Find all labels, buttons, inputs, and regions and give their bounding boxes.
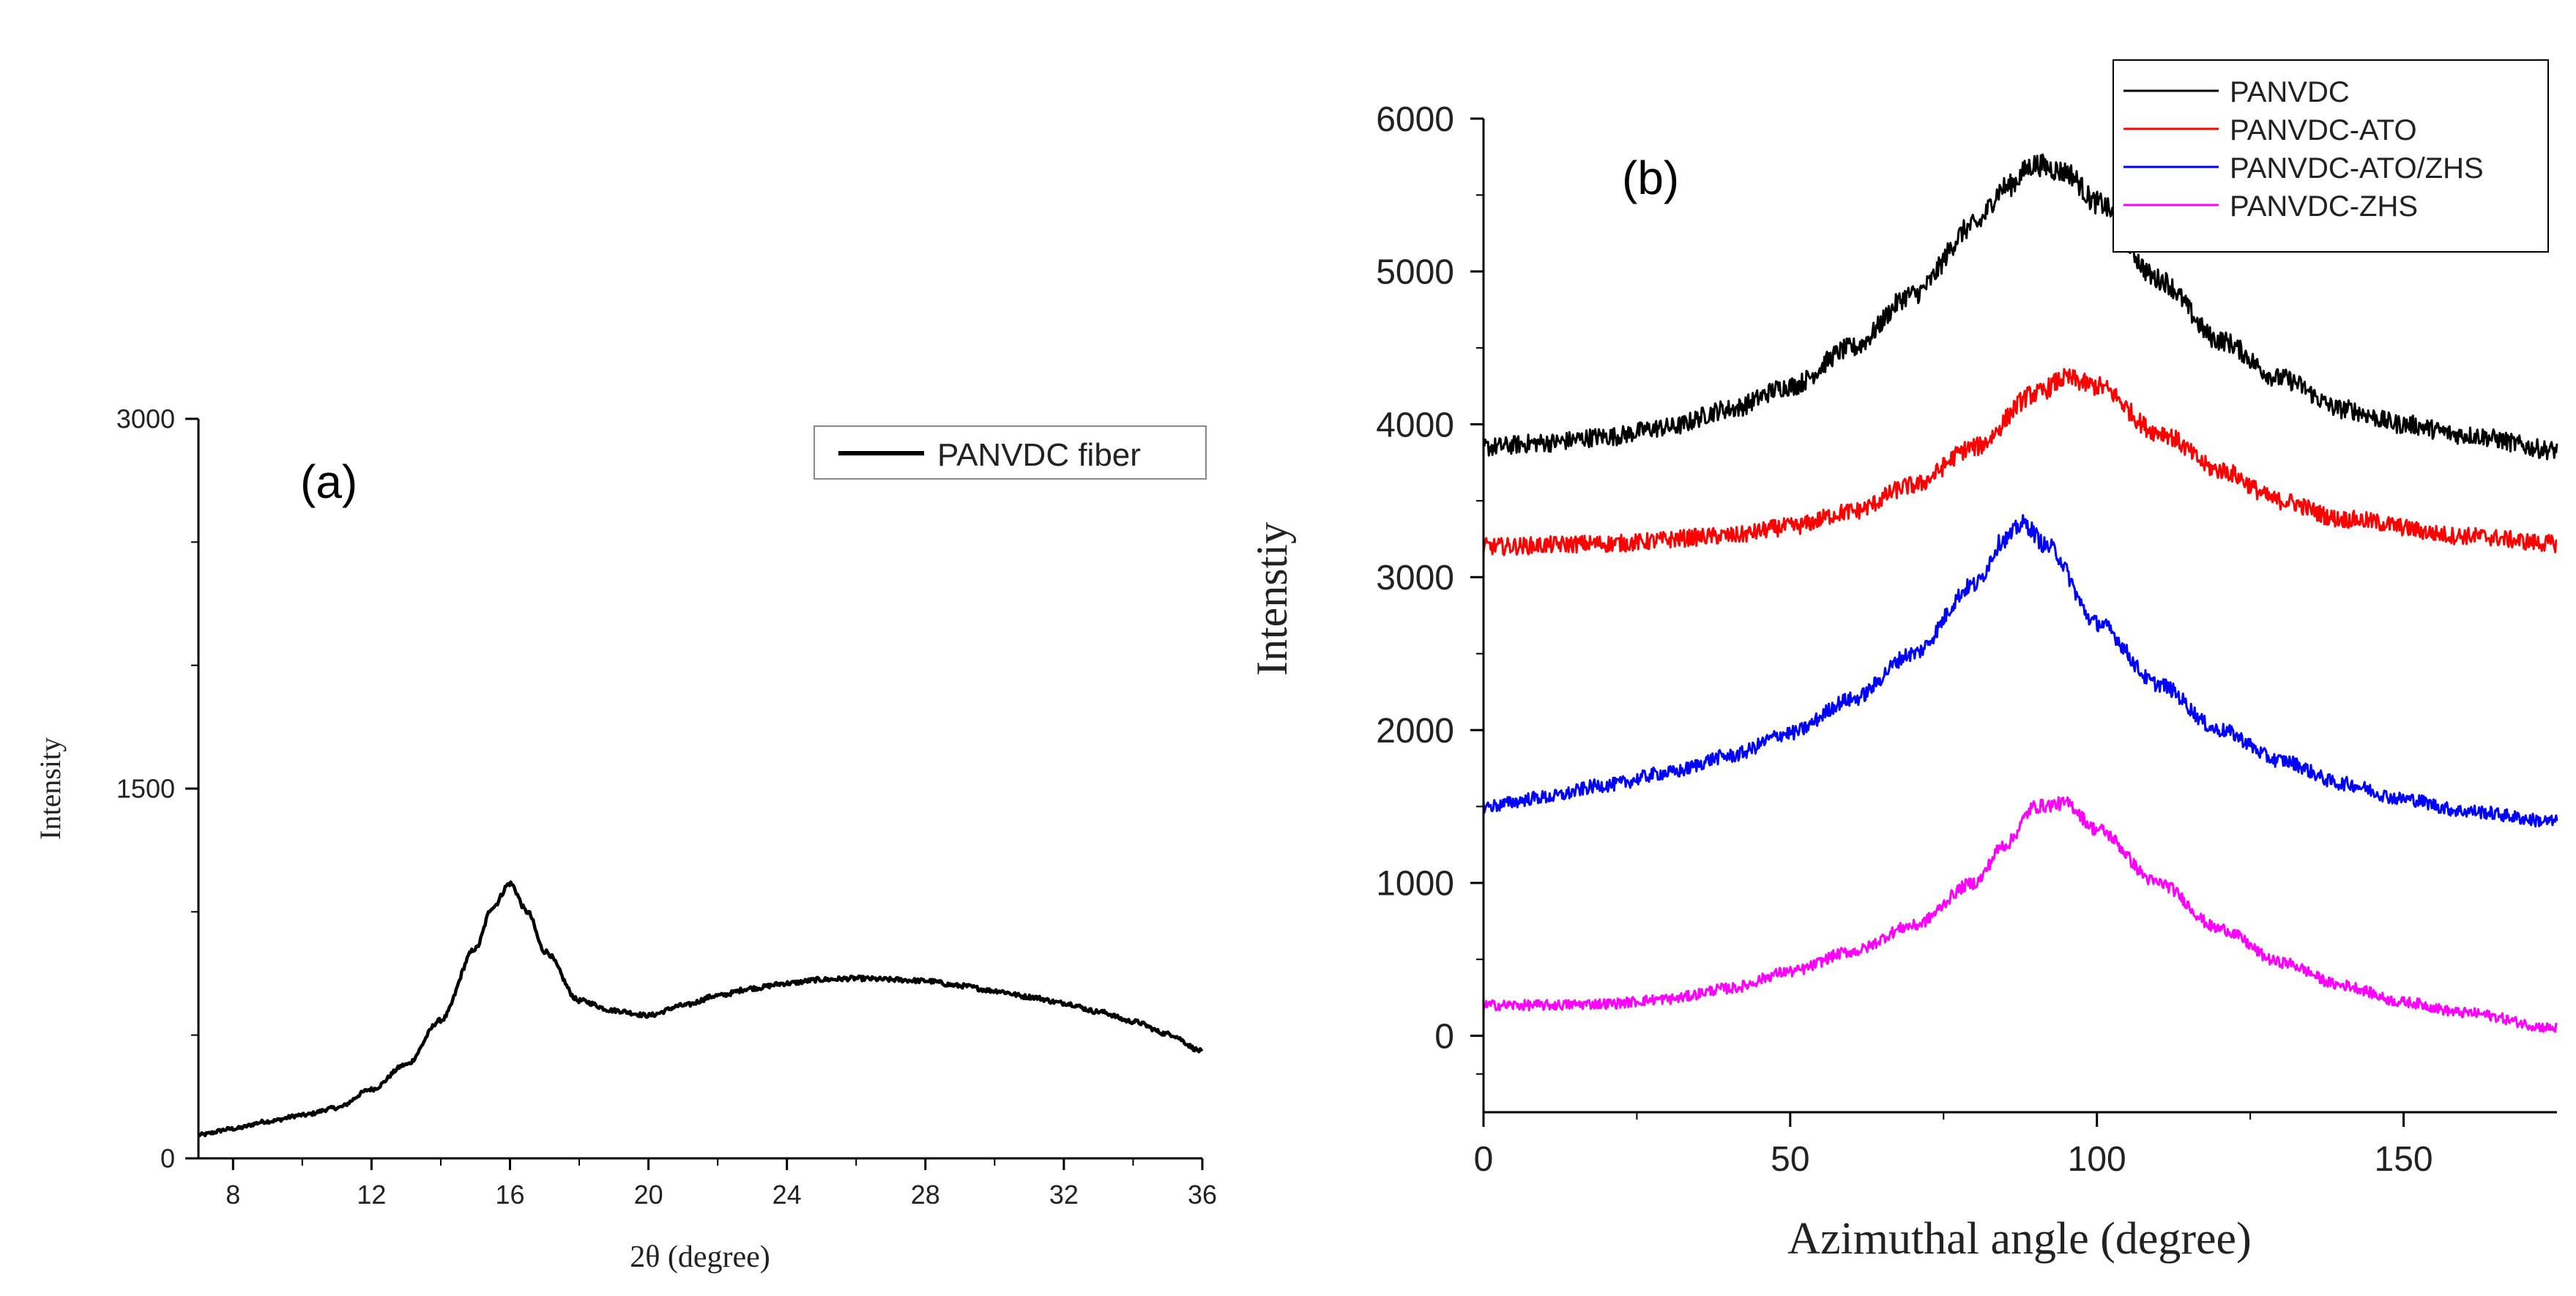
panel-a-legend-label: PANVDC fiber bbox=[937, 437, 1141, 473]
panel-a-y-ticks: 0 1500 3000 bbox=[116, 404, 198, 1174]
panel-b-legend-label-2: PANVDC-ATO/ZHS bbox=[2230, 152, 2484, 185]
panel-b-series-line-3 bbox=[1482, 796, 2558, 1033]
panel-b-x-tick-label: 50 bbox=[1771, 1140, 1809, 1179]
panel-a-label: (a) bbox=[300, 455, 357, 508]
panel-a-x-tick-label: 32 bbox=[1049, 1180, 1079, 1210]
panel-b-series-line-2 bbox=[1482, 514, 2558, 828]
panel-b-x-tick-label: 0 bbox=[1474, 1140, 1494, 1179]
panel-a-series-layer bbox=[197, 880, 1204, 1138]
panel-a-x-tick-label: 8 bbox=[226, 1180, 240, 1210]
panel-b-series-line-1 bbox=[1482, 368, 2558, 556]
panel-a-y-tick-label: 0 bbox=[160, 1144, 175, 1174]
panel-b-y-axis-label: Intenstiy bbox=[1248, 522, 1296, 676]
panel-b-x-axis-label: Azimuthal angle (degree) bbox=[1787, 1214, 2251, 1264]
panel-b-y-tick-label: 6000 bbox=[1376, 100, 1454, 139]
panel-a-x-tick-label: 20 bbox=[634, 1180, 663, 1210]
panel-a-chart: 8 12 16 20 24 28 32 36 0 1500 3000 (a) 2θ (degree… bbox=[34, 404, 1217, 1274]
panel-a-y-tick-label: 3000 bbox=[116, 404, 175, 434]
panel-a-y-axis-label: Intensity bbox=[34, 737, 67, 840]
panel-b-label: (b) bbox=[1622, 152, 1679, 204]
panel-b-y-ticks: 0 1000 2000 3000 4000 5000 6000 bbox=[1376, 100, 1484, 1075]
panel-b-legend-box bbox=[2112, 59, 2549, 253]
panel-b-y-tick-label: 5000 bbox=[1376, 253, 1454, 292]
panel-b-y-tick-label: 4000 bbox=[1376, 406, 1454, 444]
panel-b-x-ticks: 0 50 100 150 bbox=[1474, 1112, 2433, 1179]
panel-a-x-ticks: 8 12 16 20 24 28 32 36 bbox=[226, 1158, 1217, 1210]
panel-b-y-tick-label: 0 bbox=[1434, 1017, 1454, 1056]
panel-a-x-tick-label: 28 bbox=[911, 1180, 940, 1210]
panel-a-series-line-0 bbox=[197, 880, 1204, 1138]
panel-b-series-line-0 bbox=[1482, 153, 2558, 461]
panel-a-legend: PANVDC fiber bbox=[814, 425, 1207, 480]
panel-b-y-tick-label: 1000 bbox=[1376, 865, 1454, 904]
panel-b-legend-label-3: PANVDC-ZHS bbox=[2230, 190, 2418, 223]
panel-b-y-tick-label: 3000 bbox=[1376, 559, 1454, 597]
panel-a-y-tick-label: 1500 bbox=[116, 774, 175, 804]
panel-a-x-tick-label: 36 bbox=[1188, 1180, 1217, 1210]
panel-b-legend: PANVDC PANVDC-ATO PANVDC-ATO/ZHS PANVDC-… bbox=[2112, 59, 2549, 253]
panel-b-legend-label-1: PANVDC-ATO bbox=[2230, 114, 2417, 146]
panel-b-series-layer bbox=[1482, 153, 2558, 1033]
panel-b-legend-label-0: PANVDC bbox=[2230, 76, 2350, 108]
panel-a-x-axis-label: 2θ (degree) bbox=[630, 1240, 770, 1274]
panel-a-x-tick-label: 12 bbox=[357, 1180, 386, 1210]
panel-a-x-tick-label: 24 bbox=[773, 1180, 802, 1210]
panel-a-x-tick-label: 16 bbox=[495, 1180, 524, 1210]
panel-b-y-tick-label: 2000 bbox=[1376, 712, 1454, 751]
panel-b-x-tick-label: 100 bbox=[2068, 1140, 2126, 1179]
panel-b-x-tick-label: 150 bbox=[2375, 1140, 2433, 1179]
